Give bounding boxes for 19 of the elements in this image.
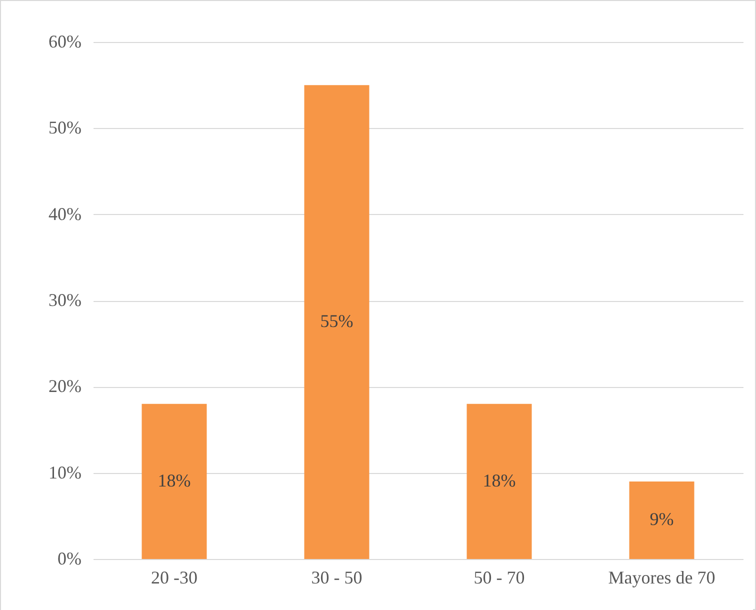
data-label: 55% xyxy=(320,311,354,332)
x-tick-label: Mayores de 70 xyxy=(608,568,716,588)
x-tick-label: 20 -30 xyxy=(151,568,198,588)
bar xyxy=(629,481,694,559)
data-label: 9% xyxy=(650,509,674,530)
bar xyxy=(304,85,370,559)
y-tick-label: 20% xyxy=(48,376,82,396)
data-label: 18% xyxy=(482,470,516,490)
y-tick-label: 10% xyxy=(48,462,82,482)
y-tick-label: 40% xyxy=(48,204,82,224)
x-tick-label: 50 - 70 xyxy=(474,568,525,588)
bar xyxy=(466,404,532,559)
bar xyxy=(142,404,207,559)
x-tick-label: 30 - 50 xyxy=(311,568,362,588)
y-tick-label: 60% xyxy=(48,32,82,52)
y-tick-label: 0% xyxy=(58,548,82,568)
data-label: 18% xyxy=(158,470,191,490)
y-tick-label: 30% xyxy=(48,290,82,310)
y-tick-label: 50% xyxy=(48,118,82,138)
